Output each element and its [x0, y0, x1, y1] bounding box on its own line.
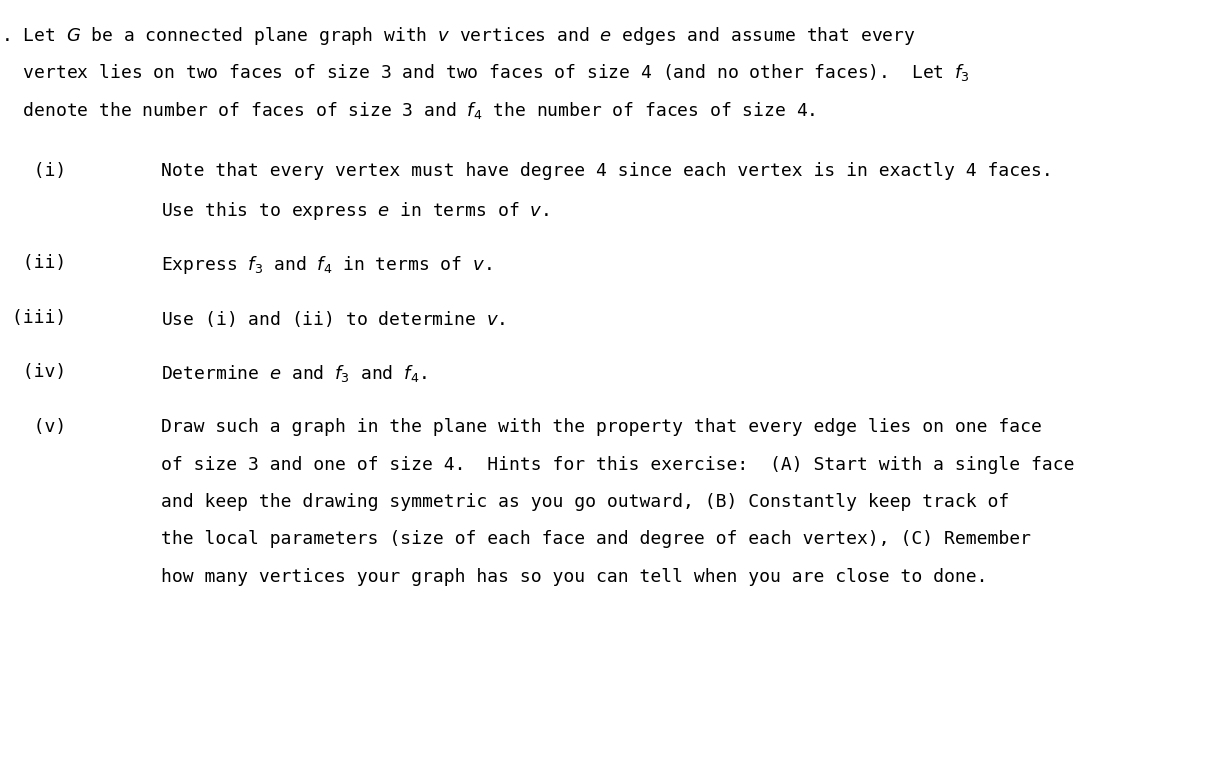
Text: Note that every vertex must have degree 4 since each vertex is in exactly 4 face: Note that every vertex must have degree … — [161, 162, 1052, 180]
Text: vertex lies on two faces of size 3 and two faces of size 4 (and no other faces).: vertex lies on two faces of size 3 and t… — [1, 62, 971, 83]
Text: . Let $G$ be a connected plane graph with $v$ vertices and $e$ edges and assume : . Let $G$ be a connected plane graph wit… — [1, 25, 916, 47]
Text: (iv): (iv) — [1, 363, 67, 381]
Text: (ii): (ii) — [1, 254, 67, 272]
Text: Use this to express $e$ in terms of $v$.: Use this to express $e$ in terms of $v$. — [161, 200, 548, 222]
Text: how many vertices your graph has so you can tell when you are close to done.: how many vertices your graph has so you … — [161, 568, 988, 586]
Text: (i): (i) — [1, 162, 67, 180]
Text: Determine $e$ and $f_3$ and $f_4$.: Determine $e$ and $f_3$ and $f_4$. — [161, 363, 426, 385]
Text: and keep the drawing symmetric as you go outward, (B) Constantly keep track of: and keep the drawing symmetric as you go… — [161, 493, 1009, 511]
Text: (v): (v) — [1, 418, 67, 436]
Text: denote the number of faces of size 3 and $f_4$ the number of faces of size 4.: denote the number of faces of size 3 and… — [1, 100, 816, 121]
Text: (iii): (iii) — [1, 309, 67, 327]
Text: Use (i) and (ii) to determine $v$.: Use (i) and (ii) to determine $v$. — [161, 309, 505, 329]
Text: Express $f_3$ and $f_4$ in terms of $v$.: Express $f_3$ and $f_4$ in terms of $v$. — [161, 254, 491, 276]
Text: of size 3 and one of size 4.  Hints for this exercise:  (A) Start with a single : of size 3 and one of size 4. Hints for t… — [161, 456, 1074, 473]
Text: the local parameters (size of each face and degree of each vertex), (C) Remember: the local parameters (size of each face … — [161, 530, 1030, 548]
Text: Draw such a graph in the plane with the property that every edge lies on one fac: Draw such a graph in the plane with the … — [161, 418, 1041, 436]
